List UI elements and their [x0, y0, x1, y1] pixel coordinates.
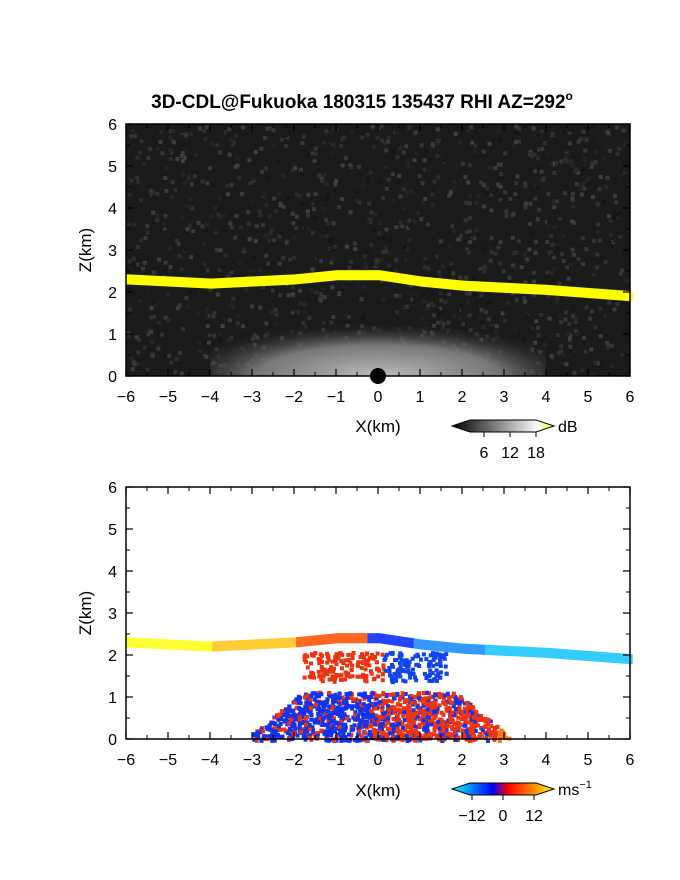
x-tick-label: −6 [117, 389, 135, 406]
colorbar-tick-label: 12 [525, 808, 543, 825]
colorbar-unit: dB [558, 419, 578, 436]
x-tick-label: −3 [243, 389, 261, 406]
x-tick-label: 5 [584, 389, 593, 406]
y-tick-label: 3 [108, 606, 117, 623]
x-tick-label: 0 [374, 752, 383, 769]
x-tick-label: 4 [542, 752, 551, 769]
x-axis-label: X(km) [355, 781, 400, 800]
axes: −6 −5 −4 −3 −2 −1 0 1 2 3 4 5 6 0 1 2 3 4 5 6 [108, 480, 634, 769]
x-tick-label: −2 [285, 752, 303, 769]
y-tick-label: 6 [108, 480, 117, 497]
y-tick-label: 2 [108, 285, 117, 302]
x-tick-label: 3 [500, 389, 509, 406]
x-tick-label: 1 [416, 752, 425, 769]
boundary-layer-velocity [251, 650, 512, 743]
colorbar-tick-label: 6 [480, 445, 489, 462]
x-tick-label: −4 [201, 389, 219, 406]
x-tick-label: 6 [626, 389, 635, 406]
y-tick-label: 1 [108, 327, 117, 344]
y-tick-label: 5 [108, 522, 117, 539]
colorbar-tick-label: −12 [458, 808, 485, 825]
x-tick-label: −2 [285, 389, 303, 406]
colorbar-tick-label: 0 [499, 808, 508, 825]
x-axis-label: X(km) [355, 417, 400, 436]
y-tick-label: 3 [108, 243, 117, 260]
colorbar-unit: ms−1 [558, 779, 592, 799]
y-tick-label: 4 [108, 201, 117, 218]
x-tick-label: −3 [243, 752, 261, 769]
axes: −6 −5 −4 −3 −2 −1 0 1 2 3 4 5 6 0 1 2 3 4 5 6 [108, 117, 634, 406]
x-tick-label: −6 [117, 752, 135, 769]
y-tick-label: 0 [108, 732, 117, 749]
y-tick-label: 4 [108, 564, 117, 581]
layer-velocity [126, 633, 633, 665]
x-tick-label: 6 [626, 752, 635, 769]
y-axis-label: Z(km) [76, 591, 95, 635]
x-tick-label: −5 [159, 752, 177, 769]
x-tick-label: 4 [542, 389, 551, 406]
x-tick-label: 1 [416, 389, 425, 406]
y-tick-label: 1 [108, 690, 117, 707]
x-tick-label: 0 [374, 389, 383, 406]
x-tick-label: 3 [500, 752, 509, 769]
x-tick-label: −4 [201, 752, 219, 769]
colorbar-tick-label: 18 [527, 445, 545, 462]
y-axis-label: Z(km) [76, 228, 95, 272]
colorbar-tick-label: 12 [501, 445, 519, 462]
x-tick-label: 2 [458, 389, 467, 406]
layer-echo [126, 270, 633, 302]
y-tick-label: 2 [108, 648, 117, 665]
boundary-layer-echo [210, 290, 546, 376]
y-tick-label: 5 [108, 159, 117, 176]
x-tick-label: 2 [458, 752, 467, 769]
x-tick-label: −5 [159, 389, 177, 406]
chart-title: 3D-CDL@Fukuoka 180315 135437 RHI AZ=292o [151, 89, 573, 113]
colorbar: ms−1 −12 0 12 [450, 779, 592, 825]
colorbar: dB 6 12 18 [450, 419, 578, 462]
x-tick-label: −1 [327, 752, 345, 769]
y-tick-label: 6 [108, 117, 117, 134]
y-tick-label: 0 [108, 369, 117, 386]
x-tick-label: −1 [327, 389, 345, 406]
x-tick-label: 5 [584, 752, 593, 769]
